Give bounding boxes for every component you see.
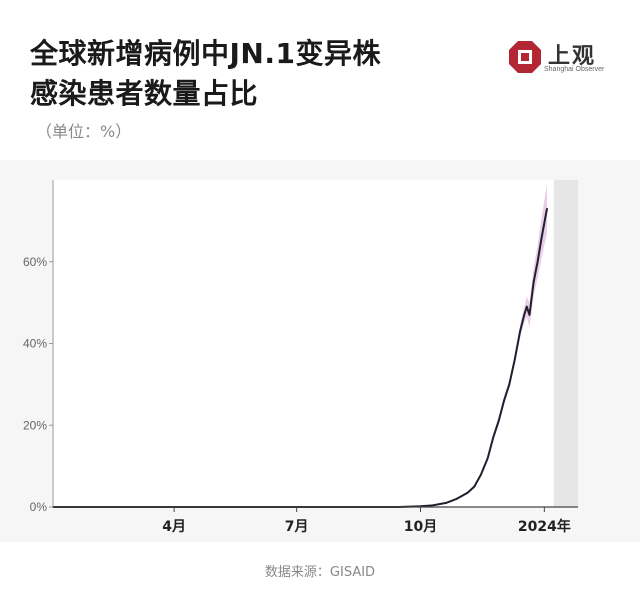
data-point	[503, 399, 505, 402]
data-point	[473, 485, 476, 488]
brand-subtitle: Shanghai Observer	[544, 66, 605, 73]
brand-logo: 上观 Shanghai Observer	[508, 38, 618, 78]
data-point	[519, 330, 521, 333]
data-point	[536, 260, 539, 263]
unit-label: （单位：%）	[36, 122, 132, 141]
title-line-2: 感染患者数量占比	[30, 77, 259, 110]
x-tick-label: 4月	[162, 519, 186, 535]
data-point	[487, 457, 489, 459]
data-point	[540, 236, 543, 239]
y-tick-label: 0%	[30, 500, 48, 514]
y-tick-label: 60%	[23, 255, 47, 269]
data-point	[526, 305, 528, 308]
title-line-1: 全球新增病例中JN.1变异株	[30, 37, 381, 70]
series-line	[53, 208, 548, 508]
x-tick-label: 10月	[404, 519, 437, 535]
data-point	[497, 420, 500, 422]
data-point	[431, 504, 434, 507]
brand-name: 上观	[548, 44, 597, 69]
data-point	[466, 491, 469, 494]
data-point	[492, 436, 494, 439]
y-tick-label: 20%	[23, 418, 47, 432]
chart-title: 全球新增病例中JN.1变异株 感染患者数量占比	[30, 34, 381, 114]
y-tick-label: 40%	[23, 337, 47, 351]
data-point	[523, 314, 525, 316]
data-point	[480, 473, 482, 476]
shaded-recent-period	[553, 180, 578, 507]
shanghai-observer-logo-icon	[509, 41, 541, 73]
data-point	[528, 314, 531, 316]
data-point	[508, 383, 511, 386]
data-point	[456, 498, 458, 500]
data-source: 数据来源：GISAID	[264, 565, 376, 580]
line-chart: 0% 20% 40% 60% 4月 7月 10月 2024年	[23, 180, 578, 535]
data-point	[546, 207, 548, 210]
data-point	[532, 281, 535, 283]
data-point	[445, 502, 447, 504]
x-tick-label: 7月	[285, 519, 309, 535]
x-tick-label: 2024年	[518, 518, 571, 535]
plot-area	[53, 180, 578, 507]
data-point	[513, 359, 516, 361]
